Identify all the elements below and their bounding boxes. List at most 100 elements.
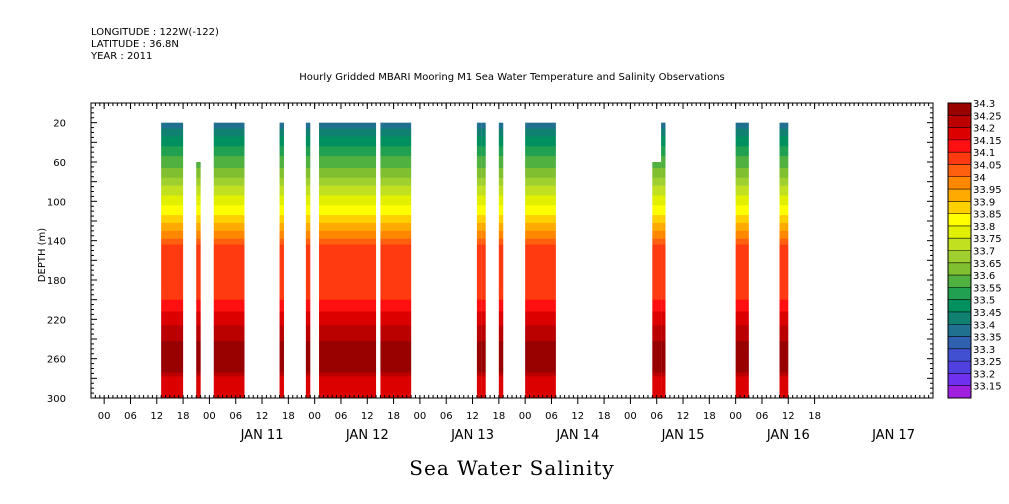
heatmap-cell bbox=[498, 201, 504, 204]
heatmap-cell bbox=[305, 384, 311, 387]
heatmap-cell bbox=[481, 126, 486, 130]
heatmap-cell bbox=[661, 140, 666, 143]
heatmap-cell bbox=[525, 350, 556, 354]
heatmap-cell bbox=[735, 142, 749, 145]
heatmap-cell bbox=[779, 388, 789, 391]
heatmap-cell bbox=[476, 160, 482, 163]
heatmap-cell bbox=[161, 272, 184, 275]
heatmap-cell bbox=[661, 374, 666, 377]
heatmap-cell bbox=[735, 175, 749, 179]
heatmap-cell bbox=[161, 201, 184, 204]
heatmap-cell bbox=[779, 252, 789, 255]
heatmap-cell bbox=[319, 181, 377, 185]
heatmap-cell bbox=[476, 337, 482, 340]
heatmap-cell bbox=[661, 134, 666, 137]
heatmap-cell bbox=[525, 346, 556, 350]
heatmap-cell bbox=[652, 319, 662, 322]
heatmap-cell bbox=[779, 246, 789, 250]
heatmap-cell bbox=[380, 248, 412, 251]
heatmap-cell bbox=[652, 344, 662, 348]
heatmap-cell bbox=[779, 171, 789, 175]
heatmap-cell bbox=[661, 191, 666, 194]
heatmap-cell bbox=[161, 175, 184, 179]
heatmap-cell bbox=[213, 215, 245, 218]
heatmap-cell bbox=[196, 185, 201, 189]
heatmap-cell bbox=[380, 374, 412, 377]
heatmap-cell bbox=[213, 154, 245, 157]
heatmap-cell bbox=[735, 329, 749, 332]
heatmap-cell bbox=[525, 142, 556, 145]
heatmap-cell bbox=[279, 215, 284, 218]
heatmap-cell bbox=[305, 350, 311, 354]
heatmap-cell bbox=[213, 138, 245, 141]
heatmap-cell bbox=[305, 179, 311, 183]
heatmap-cell bbox=[652, 234, 662, 238]
heatmap-cell bbox=[279, 386, 284, 389]
heatmap-cell bbox=[213, 278, 245, 281]
heatmap-cell bbox=[498, 354, 504, 358]
heatmap-cell bbox=[213, 293, 245, 297]
heatmap-cell bbox=[661, 226, 666, 230]
heatmap-cell bbox=[525, 327, 556, 330]
heatmap-cell bbox=[498, 364, 504, 368]
heatmap-cell bbox=[735, 234, 749, 238]
heatmap-cell bbox=[779, 207, 789, 210]
heatmap-cell bbox=[305, 394, 311, 397]
heatmap-cell bbox=[661, 130, 666, 133]
heatmap-cell bbox=[161, 213, 184, 216]
heatmap-cell bbox=[161, 325, 184, 328]
heatmap-cell bbox=[735, 366, 749, 369]
heatmap-cell bbox=[305, 266, 311, 269]
heatmap-cell bbox=[305, 165, 311, 169]
heatmap-cell bbox=[476, 295, 482, 299]
heatmap-cell bbox=[161, 384, 184, 387]
heatmap-cell bbox=[481, 136, 486, 139]
heatmap-cell bbox=[380, 344, 412, 348]
colorbar-swatch bbox=[948, 275, 971, 288]
heatmap-cell bbox=[213, 354, 245, 358]
heatmap-cell bbox=[735, 211, 749, 214]
heatmap-cell bbox=[279, 179, 284, 183]
heatmap-cell bbox=[735, 362, 749, 366]
heatmap-cell bbox=[481, 329, 486, 332]
heatmap-cell bbox=[661, 221, 666, 224]
heatmap-cell bbox=[476, 219, 482, 222]
heatmap-cell bbox=[319, 364, 377, 368]
heatmap-cell bbox=[196, 374, 201, 377]
heatmap-cell bbox=[213, 268, 245, 271]
heatmap-cell bbox=[476, 169, 482, 173]
heatmap-cell bbox=[779, 309, 789, 312]
heatmap-cell bbox=[481, 201, 486, 204]
heatmap-cell bbox=[380, 323, 412, 326]
heatmap-cell bbox=[498, 360, 504, 364]
heatmap-cell bbox=[476, 264, 482, 267]
heatmap-cell bbox=[525, 209, 556, 212]
heatmap-cell bbox=[498, 215, 504, 218]
heatmap-cell bbox=[319, 130, 377, 133]
heatmap-cell bbox=[213, 374, 245, 377]
heatmap-cell bbox=[319, 340, 377, 344]
heatmap-cell bbox=[779, 281, 789, 285]
heatmap-cell bbox=[213, 329, 245, 332]
heatmap-cell bbox=[161, 368, 184, 371]
heatmap-cell bbox=[279, 289, 284, 293]
heatmap-cell bbox=[319, 366, 377, 369]
heatmap-cell bbox=[213, 234, 245, 238]
heatmap-cell bbox=[319, 297, 377, 301]
heatmap-cell bbox=[498, 219, 504, 222]
heatmap-cell bbox=[652, 390, 662, 393]
heatmap-cell bbox=[305, 396, 311, 399]
heatmap-cell bbox=[476, 124, 482, 128]
data-column bbox=[476, 122, 482, 399]
heatmap-cell bbox=[661, 211, 666, 214]
heatmap-cell bbox=[476, 175, 482, 179]
heatmap-cell bbox=[661, 144, 666, 147]
heatmap-cell bbox=[481, 374, 486, 377]
heatmap-cell bbox=[661, 335, 666, 338]
heatmap-cell bbox=[779, 254, 789, 257]
heatmap-cell bbox=[481, 124, 486, 128]
heatmap-cell bbox=[779, 205, 789, 208]
heatmap-cell bbox=[279, 150, 284, 153]
heatmap-cell bbox=[161, 165, 184, 169]
heatmap-cell bbox=[279, 201, 284, 204]
